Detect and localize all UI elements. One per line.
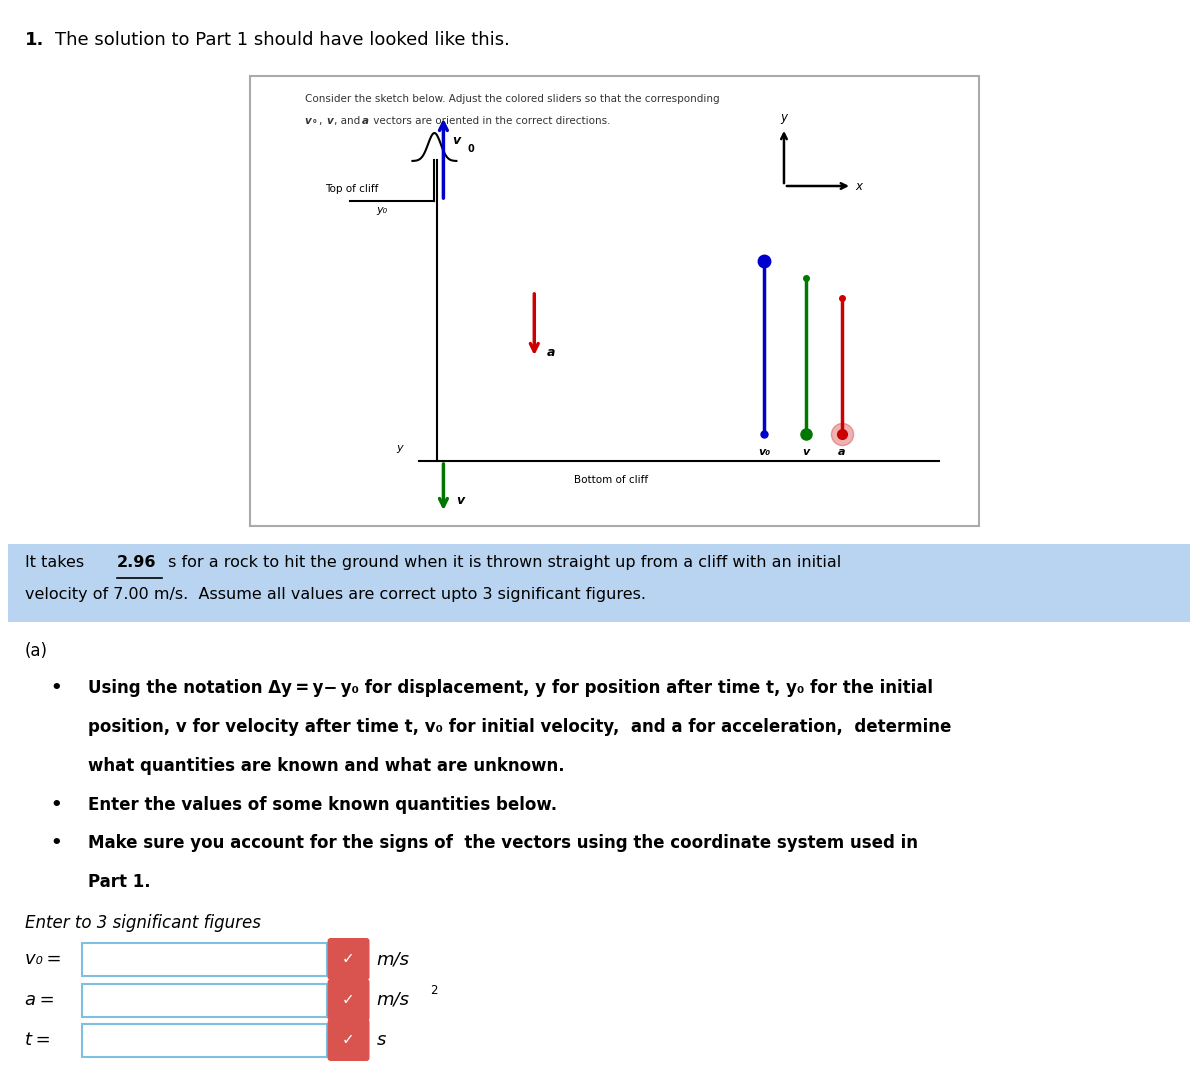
Text: (a): (a): [25, 642, 48, 660]
Text: a: a: [838, 447, 846, 457]
Text: velocity of 7.00 m/s.  Assume all values are correct upto 3 significant figures.: velocity of 7.00 m/s. Assume all values …: [25, 588, 646, 602]
Text: v: v: [305, 116, 311, 126]
Text: ,: ,: [318, 116, 325, 126]
Text: ✓: ✓: [342, 1033, 355, 1048]
FancyBboxPatch shape: [328, 978, 370, 1021]
Text: It takes: It takes: [25, 555, 89, 570]
Text: m/s: m/s: [377, 950, 409, 968]
Text: a: a: [546, 345, 554, 358]
Text: Enter the values of some known quantities below.: Enter the values of some known quantitie…: [88, 796, 557, 814]
Text: Make sure you account for the signs of  the vectors using the coordinate system : Make sure you account for the signs of t…: [88, 834, 918, 853]
Text: v: v: [803, 447, 810, 457]
FancyBboxPatch shape: [328, 1019, 370, 1061]
FancyBboxPatch shape: [328, 938, 370, 980]
FancyBboxPatch shape: [82, 984, 326, 1016]
Text: ✓: ✓: [342, 993, 355, 1008]
Text: 0: 0: [467, 143, 474, 153]
Text: v₀ =: v₀ =: [25, 950, 61, 968]
Text: v: v: [452, 134, 461, 147]
Text: y: y: [780, 111, 787, 124]
FancyBboxPatch shape: [82, 1023, 326, 1057]
Text: Using the notation Δy = y− y₀ for displacement, y for position after time t, y₀ : Using the notation Δy = y− y₀ for displa…: [88, 679, 932, 697]
Text: ✓: ✓: [342, 951, 355, 967]
Text: vectors are oriented in the correct directions.: vectors are oriented in the correct dire…: [370, 116, 610, 126]
Text: Part 1.: Part 1.: [88, 873, 150, 891]
Text: s for a rock to hit the ground when it is thrown straight up from a cliff with a: s for a rock to hit the ground when it i…: [163, 555, 841, 570]
Text: 2.96: 2.96: [116, 555, 156, 570]
Text: Consider the sketch below. Adjust the colored sliders so that the corresponding: Consider the sketch below. Adjust the co…: [305, 94, 719, 104]
Text: The solution to Part 1 should have looked like this.: The solution to Part 1 should have looke…: [55, 31, 510, 49]
FancyBboxPatch shape: [82, 943, 326, 975]
Text: v: v: [326, 116, 334, 126]
Bar: [250, 76, 979, 526]
Text: what quantities are known and what are unknown.: what quantities are known and what are u…: [88, 757, 564, 775]
Text: a: a: [361, 116, 368, 126]
Text: x: x: [854, 179, 862, 192]
Text: v: v: [456, 494, 464, 507]
Text: •: •: [50, 679, 61, 697]
Text: v₀: v₀: [758, 447, 770, 457]
Text: •: •: [50, 796, 61, 814]
Text: Bottom of cliff: Bottom of cliff: [575, 475, 648, 485]
Text: ₀: ₀: [313, 116, 317, 125]
Text: 1.: 1.: [25, 31, 44, 49]
Text: a =: a =: [25, 992, 55, 1009]
Bar: [8, 544, 1190, 622]
Text: , and: , and: [334, 116, 364, 126]
Text: s: s: [377, 1031, 386, 1049]
Text: Enter to 3 significant figures: Enter to 3 significant figures: [25, 914, 260, 932]
Text: m/s: m/s: [377, 992, 409, 1009]
Text: position, v for velocity after time t, v₀ for initial velocity,  and a for accel: position, v for velocity after time t, v…: [88, 718, 952, 736]
Text: y: y: [396, 443, 403, 453]
Text: t =: t =: [25, 1031, 50, 1049]
Text: •: •: [50, 834, 61, 853]
Text: 2: 2: [431, 984, 438, 997]
Text: Top of cliff: Top of cliff: [324, 184, 378, 194]
Text: y₀: y₀: [377, 205, 388, 215]
